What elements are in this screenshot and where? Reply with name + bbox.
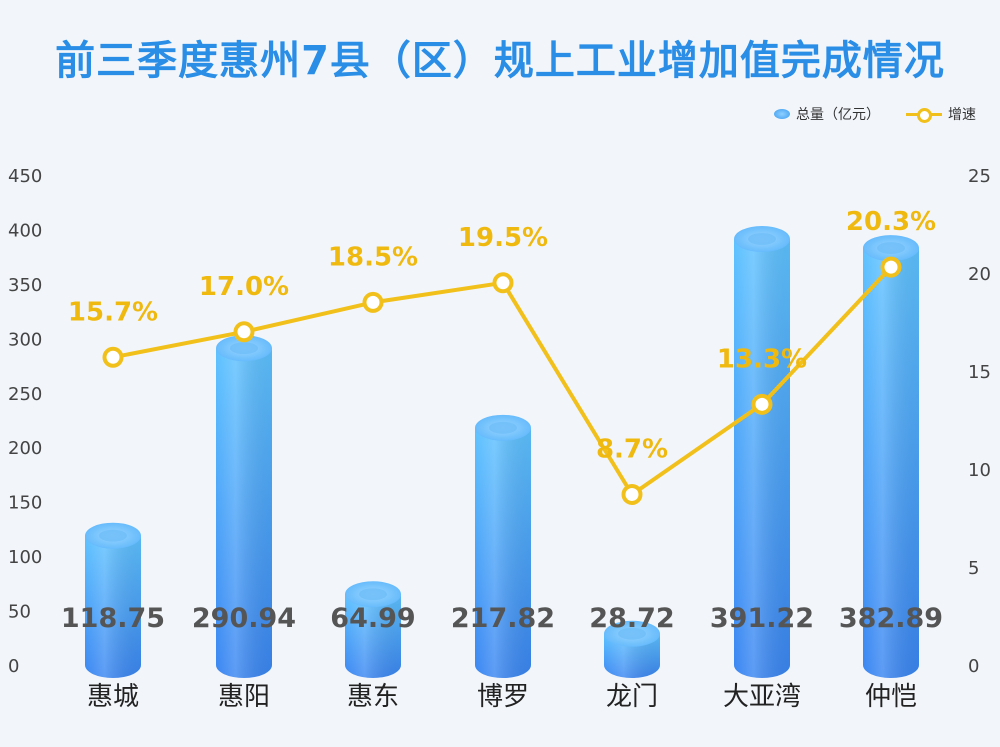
bar-cap-inner: [748, 233, 776, 245]
bar-value-label: 391.22: [710, 603, 814, 634]
growth-point: [621, 483, 643, 505]
growth-label: 13.3%: [717, 344, 807, 374]
growth-label: 17.0%: [199, 272, 289, 302]
y-left-tick-label: 250: [8, 384, 42, 405]
bar-value-label: 64.99: [330, 603, 415, 634]
bar-cap-inner: [489, 421, 517, 434]
legend-item-total: 总量（亿元）: [774, 104, 880, 124]
x-category-label: 博罗: [477, 682, 529, 712]
bar-shading: [734, 239, 790, 678]
x-category-label: 大亚湾: [723, 682, 801, 712]
growth-point: [233, 321, 255, 343]
bar-value-label: 217.82: [451, 603, 555, 634]
growth-point: [362, 291, 384, 313]
bar-cap-inner: [359, 588, 387, 601]
bar-shading: [863, 248, 919, 679]
legend: 总量（亿元） 增速: [774, 104, 976, 124]
y-left-tick-label: 0: [8, 656, 19, 677]
legend-item-growth: 增速: [906, 104, 976, 124]
y-right-tick-label: 20: [968, 264, 991, 285]
bar-cap-inner: [99, 529, 127, 542]
legend-label-growth: 增速: [948, 107, 976, 123]
y-left-tick-label: 400: [8, 220, 42, 241]
y-right-tick-label: 5: [968, 558, 979, 579]
y-left-tick-label: 50: [8, 602, 31, 623]
x-category-label: 龙门: [606, 682, 658, 712]
y-right-tick-label: 10: [968, 460, 991, 481]
y-left-tick-label: 350: [8, 275, 42, 296]
bar-shading: [85, 535, 141, 678]
legend-label-total: 总量（亿元）: [796, 107, 880, 123]
bar-shading: [216, 348, 272, 678]
x-category-label: 惠阳: [218, 682, 270, 712]
bar-value-label: 28.72: [589, 603, 674, 634]
legend-bar-swatch: [774, 109, 790, 119]
x-category-label: 惠城: [87, 682, 139, 712]
growth-point: [751, 393, 773, 415]
bar-shading: [345, 594, 401, 678]
growth-label: 19.5%: [458, 223, 548, 253]
y-left-tick-label: 200: [8, 438, 42, 459]
y-left-tick-label: 150: [8, 493, 42, 514]
x-category-label: 仲恺: [865, 682, 917, 712]
y-left-tick-label: 450: [8, 166, 42, 187]
bar-cap-inner: [618, 627, 646, 640]
bar-value-label: 118.75: [61, 603, 165, 634]
bar-value-label: 382.89: [839, 603, 943, 634]
y-right-tick-label: 0: [968, 656, 979, 677]
y-right-tick-label: 15: [968, 362, 991, 383]
growth-point: [492, 272, 514, 294]
growth-label: 15.7%: [68, 297, 158, 327]
growth-label: 20.3%: [846, 207, 936, 237]
growth-label: 8.7%: [596, 434, 668, 464]
y-left-tick-label: 100: [8, 547, 42, 568]
legend-line-swatch: [906, 107, 942, 123]
y-left-tick-label: 300: [8, 329, 42, 350]
bar-cap-inner: [877, 242, 905, 254]
bar-value-label: 290.94: [192, 603, 296, 634]
bar-cap-inner: [230, 342, 258, 355]
x-category-label: 惠东: [347, 682, 399, 712]
growth-label: 18.5%: [328, 242, 418, 272]
y-right-tick-label: 25: [968, 166, 991, 187]
bar-shading: [475, 427, 531, 678]
growth-point: [102, 346, 124, 368]
chart-title: 前三季度惠州7县（区）规上工业增加值完成情况: [55, 38, 945, 84]
growth-point: [880, 256, 902, 278]
